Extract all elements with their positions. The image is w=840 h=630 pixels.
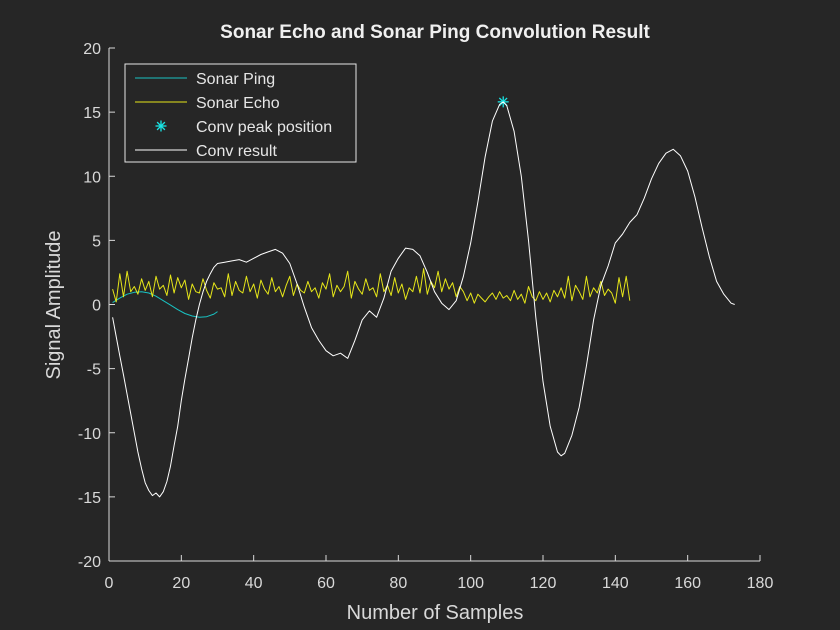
y-tick-label: -5 (87, 362, 101, 379)
x-tick-label: 180 (747, 575, 774, 592)
y-tick-label: 0 (92, 298, 101, 315)
x-tick-label: 160 (674, 575, 701, 592)
series-line-sonar-ping (112, 291, 218, 318)
y-tick-label: 20 (83, 41, 101, 58)
legend-label: Sonar Ping (196, 71, 275, 88)
legend-marker-icon (155, 120, 167, 132)
x-tick-label: 80 (389, 575, 407, 592)
chart-title: Sonar Echo and Sonar Ping Convolution Re… (220, 22, 650, 43)
legend[interactable]: Sonar Ping Sonar Echo Conv peak position Co… (124, 63, 357, 163)
legend-box (124, 63, 357, 163)
x-tick-label: 120 (530, 575, 557, 592)
y-tick-label: 15 (83, 105, 101, 122)
y-tick-label: -20 (78, 554, 101, 571)
legend-item[interactable]: Conv result (135, 143, 277, 160)
legend-item[interactable]: Sonar Ping (135, 71, 275, 88)
legend-item[interactable]: Sonar Echo (135, 95, 280, 112)
series-layer (112, 96, 735, 498)
axes: 0 20 40 60 80 100 120 140 160 180 -20 -15 -10 -5 0 5 10 1… (78, 41, 774, 592)
y-tick-label: -15 (78, 490, 101, 507)
legend-label: Conv peak position (196, 119, 332, 136)
legend-label: Conv result (196, 143, 277, 160)
x-tick-label: 140 (602, 575, 629, 592)
x-tick-label: 0 (105, 575, 114, 592)
x-axis-label: Number of Samples (347, 602, 524, 624)
series-line-conv-result (112, 101, 735, 498)
series-line-sonar-echo (112, 268, 631, 304)
y-axis-label: Signal Amplitude (43, 231, 65, 380)
x-tick-label: 100 (457, 575, 484, 592)
x-tick-label: 20 (172, 575, 190, 592)
y-tick-label: 5 (92, 233, 101, 250)
y-tick-label: 10 (83, 169, 101, 186)
legend-item[interactable]: Conv peak position (155, 119, 333, 136)
y-tick-label: -10 (78, 426, 101, 443)
x-tick-label: 60 (317, 575, 335, 592)
legend-label: Sonar Echo (196, 95, 280, 112)
x-tick-label: 40 (245, 575, 263, 592)
